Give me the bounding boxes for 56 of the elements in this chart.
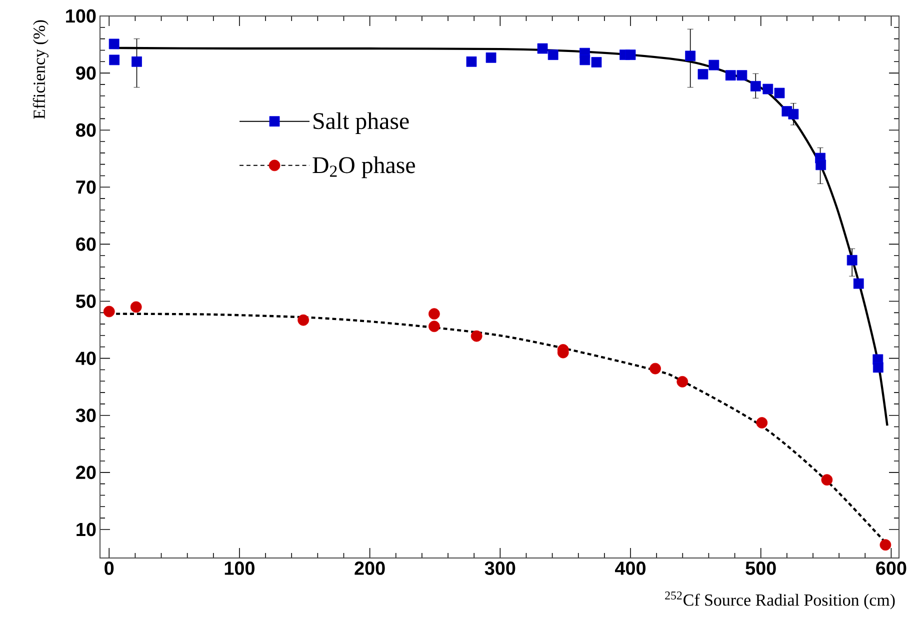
point xyxy=(625,50,636,60)
x-tick-label: 500 xyxy=(746,562,776,575)
y-tick-label: 60 xyxy=(76,238,96,251)
point xyxy=(846,254,858,266)
point xyxy=(428,308,440,320)
point xyxy=(774,88,785,98)
x-tick-label: 300 xyxy=(484,562,516,575)
point xyxy=(880,539,892,551)
point xyxy=(762,84,774,94)
point xyxy=(548,50,558,60)
point xyxy=(130,301,142,313)
x-tick-label: 0 xyxy=(104,562,114,575)
point xyxy=(725,70,736,81)
y-tick-label: 70 xyxy=(76,180,96,194)
y-tick-label: 80 xyxy=(76,123,96,137)
point xyxy=(109,54,120,66)
point xyxy=(788,108,799,120)
point xyxy=(685,50,696,62)
point xyxy=(557,346,569,358)
y-tick-label: 40 xyxy=(76,352,96,366)
point xyxy=(756,417,768,428)
point xyxy=(750,80,761,92)
point xyxy=(853,278,864,289)
x-tick-label: 200 xyxy=(354,562,385,575)
x-tick-label: 100 xyxy=(224,562,254,575)
point xyxy=(470,330,482,342)
y-tick-label: 30 xyxy=(76,408,96,422)
point xyxy=(132,56,142,67)
point xyxy=(676,376,688,388)
point xyxy=(736,70,748,81)
legend-label: D$_{2}$O phase xyxy=(312,156,415,178)
point xyxy=(580,54,590,66)
point xyxy=(708,60,720,70)
y-tick-label: 50 xyxy=(76,294,96,308)
y-tick-label: 90 xyxy=(76,66,96,80)
x-tick-label: 400 xyxy=(614,562,646,575)
point xyxy=(591,57,602,68)
legend-label: Salt phase xyxy=(314,112,409,134)
point xyxy=(103,306,115,318)
x-tick-label: 600 xyxy=(876,562,906,575)
point xyxy=(537,43,548,54)
y-tick-label: 10 xyxy=(76,522,96,536)
point xyxy=(650,362,661,374)
point xyxy=(428,320,440,332)
x-axis-title: $^{252}$Cf Source Radial Position (cm) xyxy=(665,592,895,610)
y-tick-label: 20 xyxy=(76,466,96,480)
point xyxy=(698,68,708,80)
y-tick-label: 100 xyxy=(66,9,96,23)
point xyxy=(466,56,477,67)
point xyxy=(816,160,826,170)
point xyxy=(486,52,496,63)
point xyxy=(108,38,120,50)
point xyxy=(298,314,310,326)
y-axis-title: Efficiency (%) xyxy=(32,20,48,119)
point xyxy=(821,474,833,486)
point xyxy=(872,362,884,373)
